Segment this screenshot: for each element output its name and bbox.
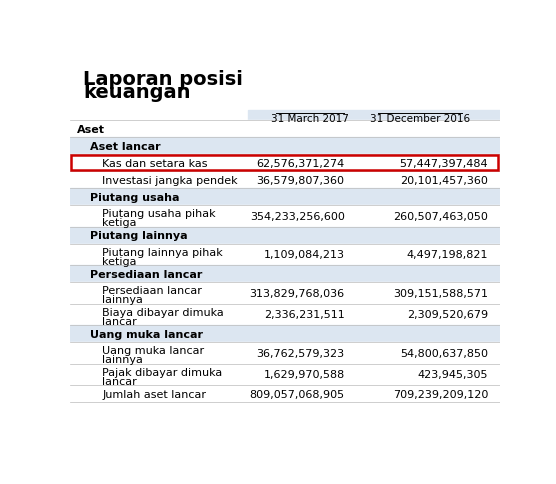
Bar xyxy=(70,304,500,325)
Bar xyxy=(70,325,500,342)
Text: 423,945,305: 423,945,305 xyxy=(418,370,488,379)
Text: Piutang usaha: Piutang usaha xyxy=(90,192,179,202)
Text: 31 March 2017: 31 March 2017 xyxy=(271,113,349,123)
Text: 1,629,970,588: 1,629,970,588 xyxy=(264,370,345,379)
Text: Piutang lainnya: Piutang lainnya xyxy=(90,230,187,241)
Bar xyxy=(248,111,500,126)
Bar xyxy=(70,283,500,304)
Text: Laporan posisi: Laporan posisi xyxy=(83,70,244,89)
Text: 31 December 2016: 31 December 2016 xyxy=(370,113,470,123)
Text: Aset: Aset xyxy=(77,124,105,135)
Text: 4,497,198,821: 4,497,198,821 xyxy=(406,250,488,260)
Text: 2,309,520,679: 2,309,520,679 xyxy=(407,310,488,320)
Text: lancar: lancar xyxy=(102,376,137,386)
Text: Piutang lainnya pihak: Piutang lainnya pihak xyxy=(102,247,223,257)
Text: Kas dan setara kas: Kas dan setara kas xyxy=(102,158,207,168)
Bar xyxy=(70,385,500,402)
Bar xyxy=(70,342,500,364)
Bar xyxy=(70,206,500,227)
Text: Uang muka lancar: Uang muka lancar xyxy=(102,346,204,355)
Bar xyxy=(70,227,500,244)
Text: 313,829,768,036: 313,829,768,036 xyxy=(250,288,345,298)
Text: lainnya: lainnya xyxy=(102,295,143,305)
Text: 709,239,209,120: 709,239,209,120 xyxy=(393,389,488,399)
Text: Persediaan lancar: Persediaan lancar xyxy=(102,286,202,296)
Text: 260,507,463,050: 260,507,463,050 xyxy=(393,212,488,221)
Text: Jumlah aset lancar: Jumlah aset lancar xyxy=(102,389,206,399)
Text: Pajak dibayar dimuka: Pajak dibayar dimuka xyxy=(102,367,222,377)
Text: Investasi jangka pendek: Investasi jangka pendek xyxy=(102,175,237,185)
Text: Piutang usaha pihak: Piutang usaha pihak xyxy=(102,209,216,219)
Text: 354,233,256,600: 354,233,256,600 xyxy=(250,212,345,221)
Text: 36,762,579,323: 36,762,579,323 xyxy=(256,348,345,358)
Bar xyxy=(70,244,500,266)
Text: lancar: lancar xyxy=(102,316,137,326)
Bar xyxy=(70,155,500,172)
Text: 2,336,231,511: 2,336,231,511 xyxy=(264,310,345,320)
Bar xyxy=(70,172,500,189)
Text: 1,109,084,213: 1,109,084,213 xyxy=(264,250,345,260)
Bar xyxy=(70,364,500,385)
Bar xyxy=(70,121,500,138)
Text: Persediaan lancar: Persediaan lancar xyxy=(90,269,202,279)
Text: lainnya: lainnya xyxy=(102,355,143,364)
Bar xyxy=(70,138,500,155)
Text: ketiga: ketiga xyxy=(102,257,137,266)
Text: keuangan: keuangan xyxy=(83,83,191,102)
Text: 54,800,637,850: 54,800,637,850 xyxy=(400,348,488,358)
Bar xyxy=(70,266,500,283)
Bar xyxy=(70,189,500,206)
Text: Aset lancar: Aset lancar xyxy=(90,141,160,151)
Text: 809,057,068,905: 809,057,068,905 xyxy=(250,389,345,399)
Text: ketiga: ketiga xyxy=(102,218,137,228)
Text: 309,151,588,571: 309,151,588,571 xyxy=(393,288,488,298)
Text: 62,576,371,274: 62,576,371,274 xyxy=(256,158,345,168)
Text: Biaya dibayar dimuka: Biaya dibayar dimuka xyxy=(102,307,224,317)
Text: 57,447,397,484: 57,447,397,484 xyxy=(399,158,488,168)
Text: 36,579,807,360: 36,579,807,360 xyxy=(257,175,345,185)
Text: Uang muka lancar: Uang muka lancar xyxy=(90,329,202,339)
Bar xyxy=(71,156,498,171)
Text: 20,101,457,360: 20,101,457,360 xyxy=(400,175,488,185)
